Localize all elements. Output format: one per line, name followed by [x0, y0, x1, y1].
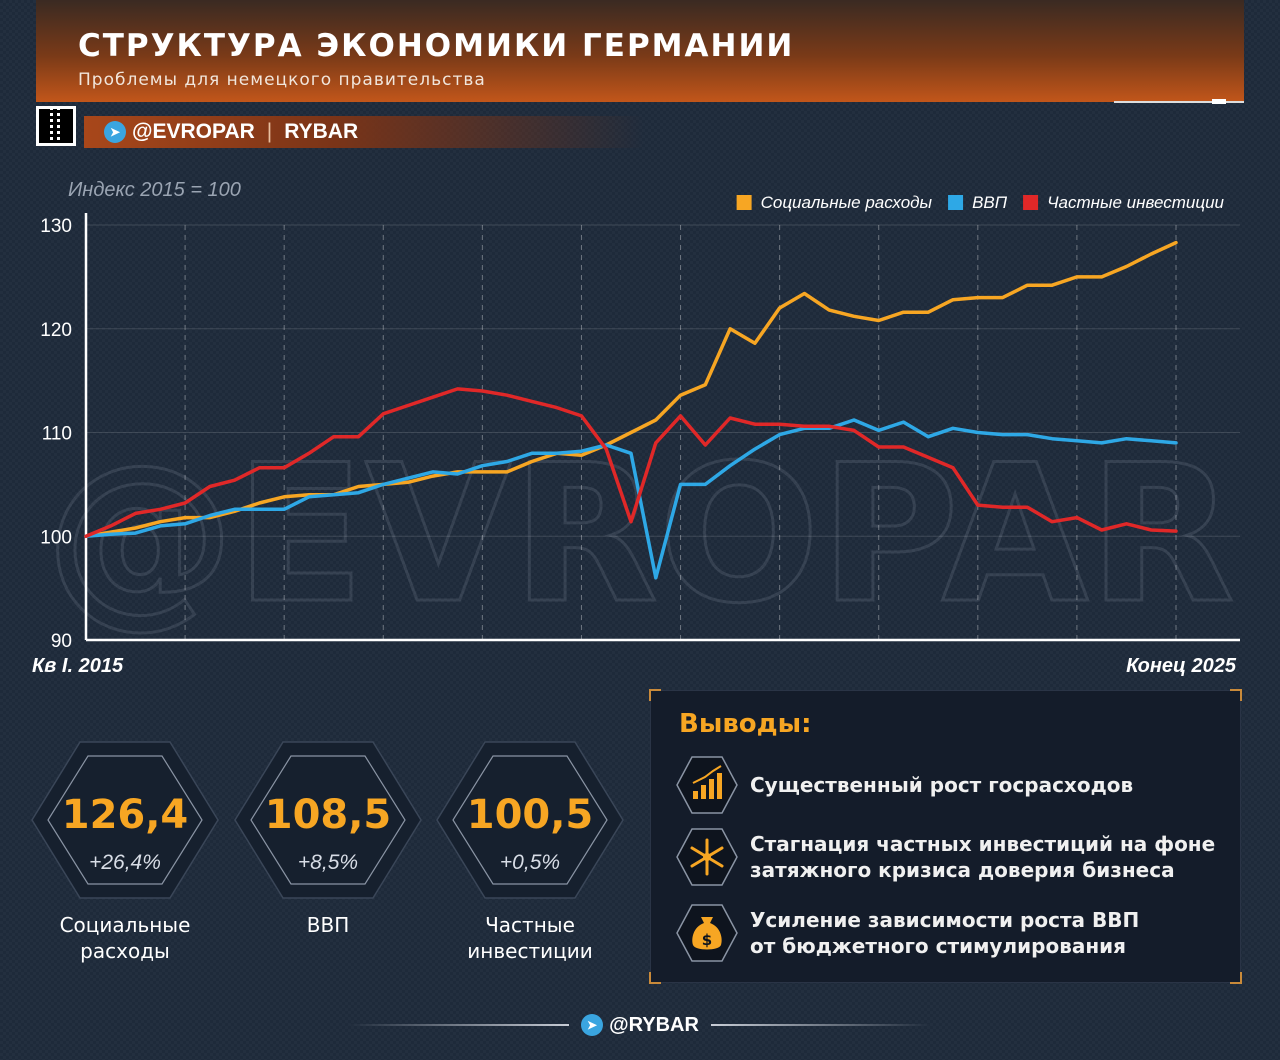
bar-growth-icon [676, 756, 738, 814]
kpi-label-line: расходы [80, 939, 170, 963]
kpi-label: Социальные расходы [30, 912, 220, 964]
page-title: СТРУКТУРА ЭКОНОМИКИ ГЕРМАНИИ [78, 28, 795, 64]
brand-separator: | [266, 120, 273, 143]
x-start-label: Кв I. 2015 [32, 655, 124, 677]
kpi-investment: 100,5 +0,5% [435, 740, 625, 900]
brand-name: RYBAR [284, 120, 359, 143]
snowflake-icon [676, 828, 738, 886]
conclusion-text: затяжного кризиса доверия бизнеса [750, 858, 1175, 882]
header-divider-dot [1212, 99, 1226, 104]
money-bag-icon: $ [676, 904, 738, 962]
legend-label: Социальные расходы [761, 193, 933, 212]
legend-label: ВВП [972, 193, 1008, 212]
series-line [84, 418, 1178, 580]
footer: ➤ @RYBAR [0, 1010, 1280, 1040]
conclusion-item: $ Усиление зависимости роста ВВП от бюдж… [675, 901, 1225, 965]
kpi-value: 100,5 [466, 792, 594, 838]
brand-handle[interactable]: @EVROPAR [132, 120, 255, 143]
legend-label: Частные инвестиции [1047, 193, 1224, 212]
header-divider [1114, 101, 1244, 103]
index-note: Индекс 2015 = 100 [68, 179, 241, 201]
footer-handle[interactable]: @RYBAR [609, 1013, 699, 1036]
qr-code-icon[interactable] [36, 106, 76, 146]
conclusion-item: Стагнация частных инвестиций на фоне зат… [675, 825, 1225, 889]
y-tick-label: 120 [40, 320, 72, 341]
series-line [84, 387, 1178, 539]
conclusion-text: Усиление зависимости роста ВВП [750, 908, 1140, 932]
kpi-change: +26,4% [89, 851, 161, 874]
hexagon-frame [436, 741, 624, 899]
page-subtitle: Проблемы для немецкого правительства [78, 70, 486, 90]
conclusion-text: Существенный рост госрасходов [750, 773, 1134, 797]
y-tick-label: 90 [51, 631, 72, 652]
telegram-icon: ➤ [104, 121, 126, 143]
series-line [84, 240, 1178, 539]
telegram-icon: ➤ [581, 1014, 604, 1036]
svg-text:$: $ [702, 931, 712, 949]
kpi-value: 108,5 [264, 792, 392, 838]
conclusion-text: Стагнация частных инвестиций на фоне [750, 832, 1216, 856]
conclusions-panel: Выводы: Существенный рост госрасходов Ст… [649, 689, 1242, 984]
legend-swatch [736, 195, 752, 210]
x-end-label: Конец 2025 [1126, 655, 1237, 677]
kpi-gdp: 108,5 +8,5% [233, 740, 423, 900]
legend-swatch [948, 195, 964, 210]
conclusions-title: Выводы: [679, 709, 812, 739]
hexagon-frame [234, 741, 422, 899]
kpi-social: 126,4 +26,4% [30, 740, 220, 900]
header-banner [36, 0, 1244, 102]
y-tick-label: 130 [40, 216, 72, 237]
kpi-label-line: инвестиции [467, 939, 593, 963]
kpi-value: 126,4 [61, 792, 189, 838]
y-tick-label: 110 [42, 424, 72, 445]
kpi-label-line: Социальные [59, 913, 191, 937]
legend-swatch [1023, 195, 1039, 210]
conclusion-item: Существенный рост госрасходов [675, 753, 1225, 817]
kpi-change: +8,5% [297, 851, 359, 874]
kpi-label-line: ВВП [306, 913, 350, 937]
conclusion-text: от бюджетного стимулирования [750, 934, 1127, 958]
y-tick-label: 100 [40, 527, 72, 548]
kpi-label: ВВП [233, 912, 423, 938]
kpi-change: +0,5% [499, 851, 561, 874]
watermark-text: @EVROPAR [45, 424, 1235, 645]
hexagon-frame [31, 741, 219, 899]
brand-bar: ➤ @EVROPAR | RYBAR [84, 116, 644, 148]
kpi-label-line: Частные [485, 913, 575, 937]
kpi-label: Частные инвестиции [435, 912, 625, 964]
